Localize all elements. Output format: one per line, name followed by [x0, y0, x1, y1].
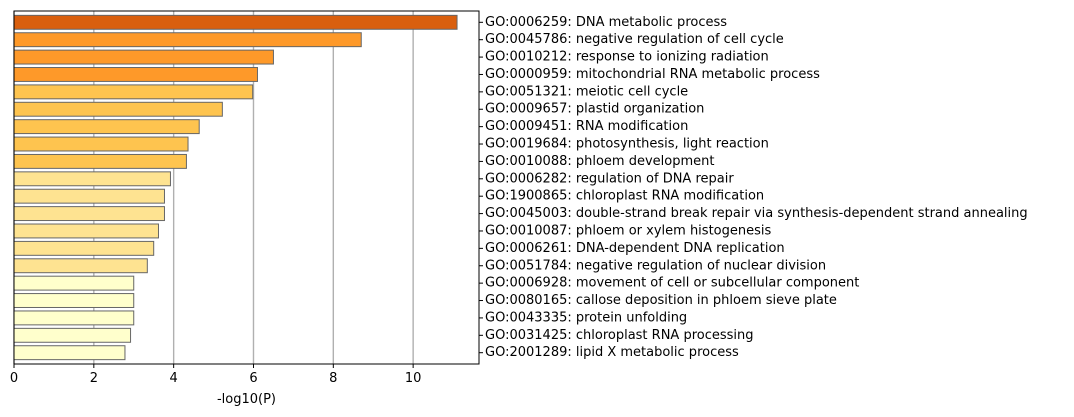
bar	[13, 32, 362, 48]
category-label: GO:0006282: regulation of DNA repair	[485, 171, 734, 186]
x-tick-label: 8	[329, 371, 337, 386]
bar	[13, 188, 165, 204]
bar	[13, 240, 155, 256]
bar	[13, 14, 458, 30]
category-label: GO:0051321: meiotic cell cycle	[485, 84, 688, 99]
category-label: GO:0009451: RNA modification	[485, 119, 688, 134]
category-label: GO:0009657: plastid organization	[485, 102, 704, 117]
x-tick-label: 10	[405, 371, 422, 386]
category-label: GO:2001289: lipid X metabolic process	[485, 345, 739, 360]
bar	[13, 275, 135, 291]
bar	[13, 119, 200, 135]
category-label: GO:1900865: chloroplast RNA modification	[485, 189, 764, 204]
category-labels: GO:0006259: DNA metabolic process GO:0045…	[479, 15, 1028, 360]
category-label: GO:0045786: negative regulation of cell …	[485, 32, 784, 47]
bar	[13, 310, 135, 326]
bar	[13, 49, 274, 65]
bar	[13, 84, 254, 100]
bar	[13, 293, 135, 308]
x-axis-label: -log10(P)	[217, 392, 276, 407]
category-label: GO:0051784: negative regulation of nucle…	[485, 258, 826, 273]
plot-frame	[13, 10, 480, 365]
category-label: GO:0006259: DNA metabolic process	[485, 15, 727, 30]
category-label: GO:0006261: DNA-dependent DNA replicatio…	[485, 241, 785, 256]
bar	[13, 258, 148, 274]
x-tick-label: 0	[10, 371, 18, 386]
category-label: GO:0006928: movement of cell or subcellu…	[485, 276, 859, 291]
category-label: GO:0010212: response to ionizing radiati…	[485, 50, 769, 65]
bar	[13, 67, 258, 82]
category-label: GO:0031425: chloroplast RNA processing	[485, 328, 754, 343]
x-tick-label: 4	[170, 371, 178, 386]
category-label: GO:0043335: protein unfolding	[485, 310, 687, 325]
category-label: GO:0010087: phloem or xylem histogenesis	[485, 223, 771, 238]
category-label: GO:0045003: double-strand break repair v…	[485, 206, 1028, 221]
category-label: GO:0010088: phloem development	[485, 154, 714, 169]
bar	[13, 101, 223, 117]
category-label: GO:0080165: callose deposition in phloem…	[485, 293, 837, 308]
category-label: GO:0000959: mitochondrial RNA metabolic …	[485, 67, 820, 82]
bar	[13, 327, 132, 343]
bar-layer	[13, 14, 458, 361]
bar	[13, 153, 187, 169]
x-tick-label: 6	[249, 371, 257, 386]
bar	[13, 345, 126, 361]
category-label: GO:0019684: photosynthesis, light reacti…	[485, 137, 769, 152]
bar	[13, 171, 171, 187]
x-tick-label: 2	[90, 371, 98, 386]
bar	[13, 206, 165, 222]
x-axis-ticks: 0 2 4 6 8 10	[10, 364, 422, 386]
bar	[13, 223, 159, 239]
bar	[13, 136, 189, 152]
